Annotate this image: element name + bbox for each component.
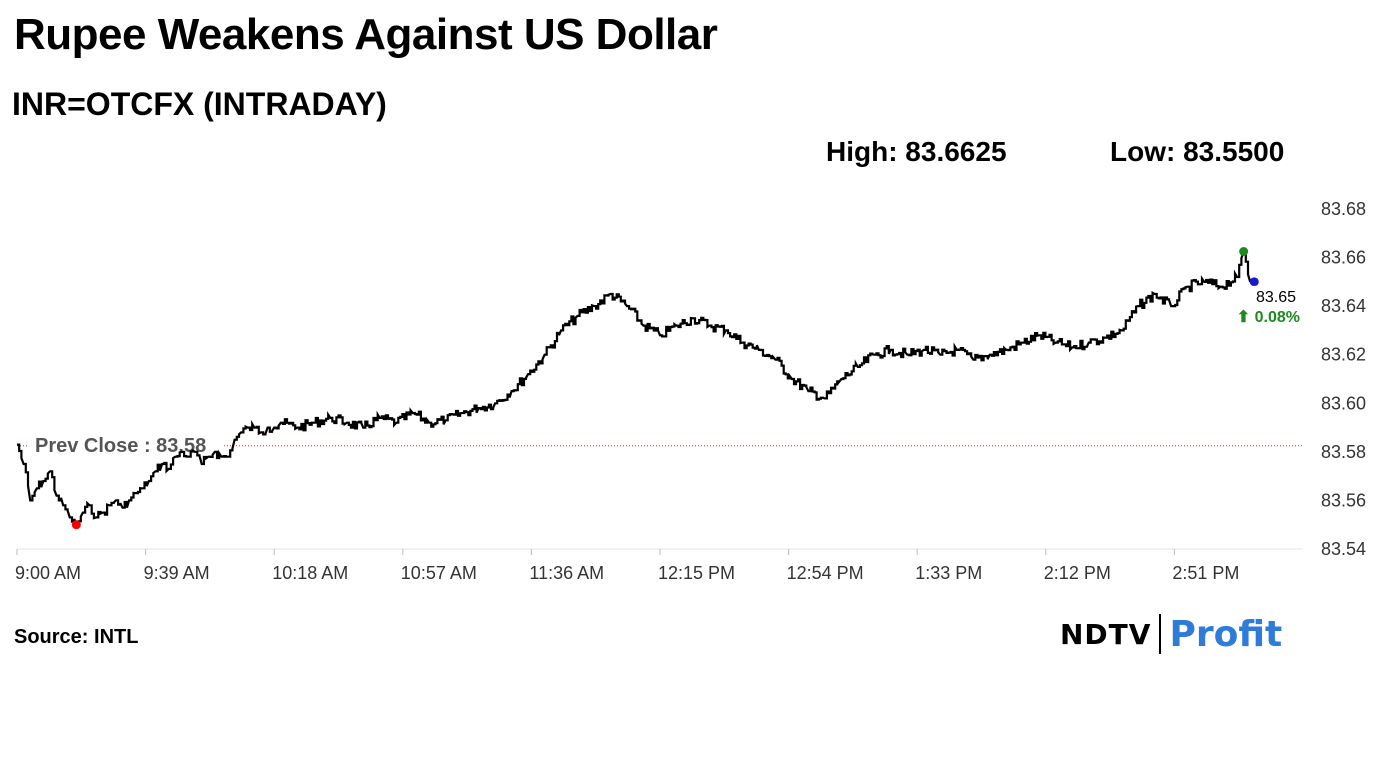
logo-ndtv-text: NDTV xyxy=(1060,617,1152,651)
ndtv-profit-logo: NDTV Profit xyxy=(1060,612,1282,656)
x-tick-label: 1:33 PM xyxy=(915,563,982,583)
x-tick-label: 9:39 AM xyxy=(144,563,210,583)
logo-profit-text: Profit xyxy=(1169,613,1283,655)
y-tick-label: 83.62 xyxy=(1321,345,1366,365)
last-value-bg xyxy=(1246,285,1298,326)
x-tick-label: 2:51 PM xyxy=(1172,563,1239,583)
y-tick-label: 83.58 xyxy=(1321,442,1366,462)
x-tick-label: 12:15 PM xyxy=(658,563,735,583)
y-tick-label: 83.60 xyxy=(1321,393,1366,413)
x-tick-label: 12:54 PM xyxy=(787,563,864,583)
x-tick-label: 9:00 AM xyxy=(15,563,81,583)
y-tick-label: 83.68 xyxy=(1321,199,1366,219)
x-tick-label: 2:12 PM xyxy=(1044,563,1111,583)
x-tick-label: 10:57 AM xyxy=(401,563,477,583)
y-tick-label: 83.64 xyxy=(1321,296,1366,316)
low-label: Low: 83.5500 xyxy=(1110,136,1285,167)
high-label: High: 83.6625 xyxy=(826,136,1007,167)
x-tick-label: 10:18 AM xyxy=(272,563,348,583)
high-point-marker xyxy=(1239,247,1249,256)
last-value-label: 83.65 xyxy=(1256,289,1296,306)
y-tick-label: 83.66 xyxy=(1321,248,1366,268)
logo-separator xyxy=(1159,614,1162,654)
y-tick-label: 83.56 xyxy=(1321,490,1366,510)
last-point-marker xyxy=(1249,277,1259,287)
low-point-marker xyxy=(71,520,81,530)
chart-title: Rupee Weakens Against US Dollar xyxy=(14,10,718,59)
change-percent-label: ⬆ 0.08% xyxy=(1237,309,1300,326)
x-tick-label: 11:36 AM xyxy=(529,563,604,583)
y-tick-label: 83.54 xyxy=(1321,539,1366,559)
prev-close-label: Prev Close : 83.58 xyxy=(35,435,206,457)
chart-subtitle: INR=OTCFX (INTRADAY) xyxy=(12,86,387,122)
price-series-line xyxy=(17,250,1252,526)
source-label: Source: INTL xyxy=(14,626,139,648)
